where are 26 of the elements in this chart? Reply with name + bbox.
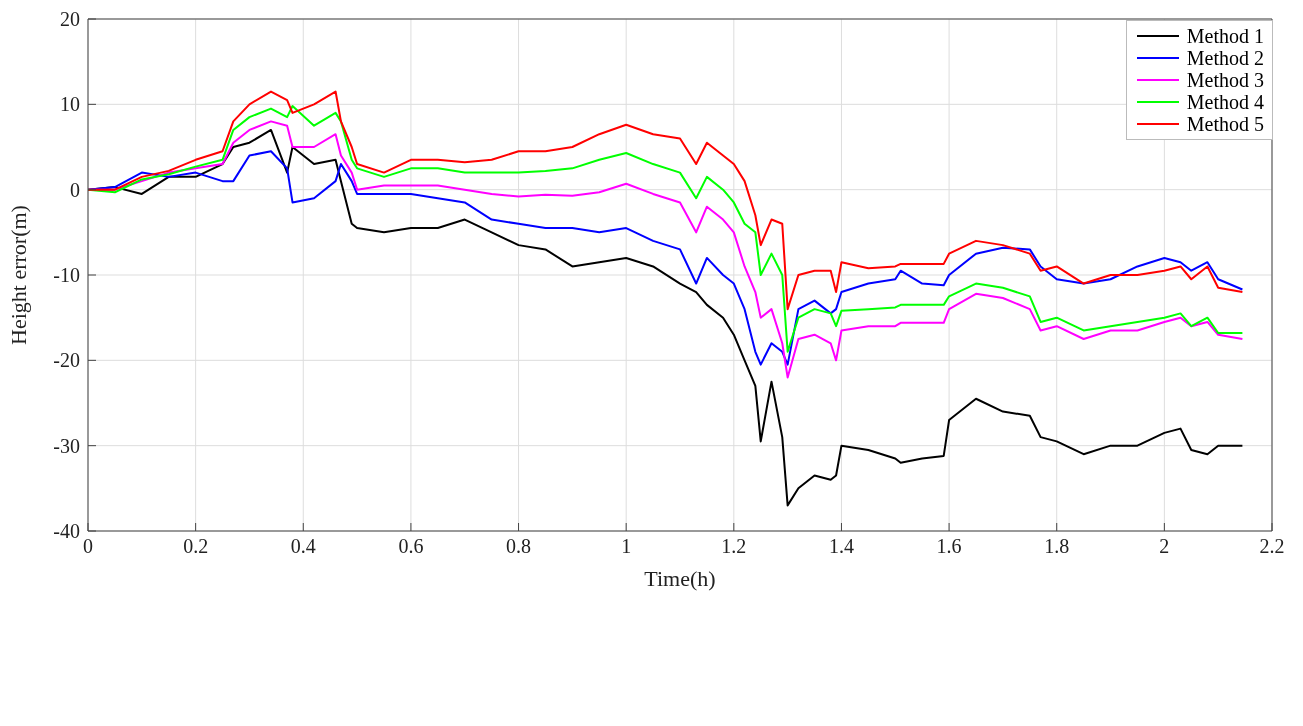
y-axis-title: Height error(m) [5, 205, 31, 345]
x-tick-label: 0.6 [398, 535, 424, 558]
x-tick-label: 1.8 [1044, 535, 1070, 558]
x-tick-label: 1.2 [721, 535, 747, 558]
x-axis-title: Time(h) [644, 566, 716, 591]
legend-label: Method 1 [1186, 25, 1264, 47]
y-tick-label: 20 [60, 8, 80, 31]
legend-label: Method 3 [1186, 69, 1264, 91]
x-tick-label: 0.2 [183, 535, 209, 558]
x-tick-label: 1.4 [828, 535, 854, 558]
y-tick-label: -40 [53, 520, 80, 543]
x-tick-label: 1 [621, 535, 632, 558]
x-tick-label: 0.8 [506, 535, 532, 558]
x-tick-label: 2.2 [1259, 535, 1285, 558]
y-tick-label: 0 [70, 178, 80, 201]
legend-label: Method 4 [1186, 91, 1264, 113]
line-series [88, 150, 1244, 366]
x-tick-label: 0.4 [290, 535, 316, 558]
y-tick-label: -30 [53, 434, 80, 457]
x-tick-label: 2 [1159, 535, 1170, 558]
legend-label: Method 2 [1186, 47, 1264, 69]
y-tick-label: 10 [60, 93, 80, 116]
y-tick-label: -10 [53, 264, 80, 287]
y-tick-label: -20 [53, 349, 80, 372]
legend-label: Method 5 [1186, 113, 1264, 135]
x-tick-label: 1.6 [936, 535, 962, 558]
